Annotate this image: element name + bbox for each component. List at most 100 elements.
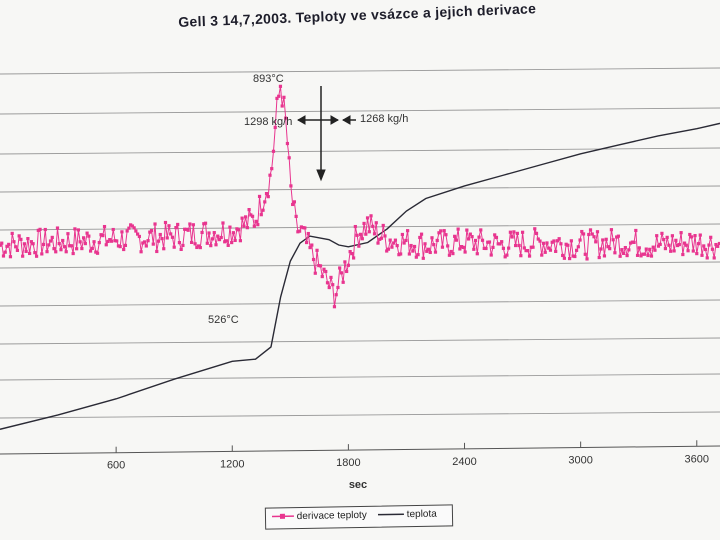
series-derivace-point xyxy=(503,255,507,259)
series-derivace-point xyxy=(277,94,281,98)
series-derivace-point xyxy=(327,285,331,290)
series-derivace-point xyxy=(167,224,171,228)
grid-line xyxy=(0,223,720,231)
series-derivace-point xyxy=(31,242,35,246)
series-derivace-point xyxy=(681,252,685,257)
series-derivace-point xyxy=(177,241,182,245)
series-derivace-point xyxy=(244,215,248,219)
series-derivace-point xyxy=(587,232,591,237)
grid-line xyxy=(0,185,720,193)
series-derivace-point xyxy=(352,256,356,260)
series-derivace-point xyxy=(691,249,695,253)
series-derivace-point xyxy=(228,225,232,229)
series-derivace-point xyxy=(226,243,230,247)
series-derivace-point xyxy=(458,247,462,251)
series-derivace-point xyxy=(266,195,270,199)
series-derivace-point xyxy=(522,246,526,250)
legend-derivace-swatch-icon xyxy=(271,511,294,521)
series-derivace-point xyxy=(573,254,577,259)
series-derivace-point xyxy=(237,228,241,232)
series-derivace-point xyxy=(428,250,432,255)
series-derivace-point xyxy=(43,227,47,232)
series-derivace-point xyxy=(71,251,75,256)
series-derivace-point xyxy=(386,247,391,251)
series-derivace-point xyxy=(261,208,265,212)
series-derivace-point xyxy=(374,221,378,225)
series-derivace-point xyxy=(41,242,46,247)
series-derivace-point xyxy=(82,236,86,240)
series-derivace-point xyxy=(116,244,121,248)
series-derivace-point xyxy=(411,249,415,253)
series-derivace-point xyxy=(641,252,645,256)
series-derivace-point xyxy=(473,238,478,243)
chart-legend: derivace teploty teplota xyxy=(264,504,454,530)
series-derivace-point xyxy=(466,237,471,241)
series-derivace-point xyxy=(87,234,91,238)
series-derivace-point xyxy=(95,251,100,255)
series-derivace-point xyxy=(392,241,396,245)
series-derivace-point xyxy=(15,248,20,252)
series-derivace-point xyxy=(29,240,33,244)
series-derivace-point xyxy=(519,254,523,258)
series-derivace-point xyxy=(545,241,549,245)
series-derivace-point xyxy=(696,242,701,246)
series-derivace-point xyxy=(298,229,302,233)
series-derivace-point xyxy=(19,237,23,241)
series-derivace-point xyxy=(12,240,16,244)
series-derivace-point xyxy=(543,250,547,254)
series-derivace-point xyxy=(141,241,145,245)
series-derivace-point xyxy=(191,223,195,227)
series-derivace-point xyxy=(632,240,636,244)
series-derivace-point xyxy=(149,228,154,233)
series-derivace-point xyxy=(498,242,502,246)
series-derivace-point xyxy=(52,247,56,251)
series-derivace-point xyxy=(508,230,512,234)
series-derivace-point xyxy=(55,226,60,230)
series-derivace-point xyxy=(54,250,58,254)
series-derivace-point xyxy=(176,222,180,227)
series-derivace-point xyxy=(238,239,242,243)
series-derivace-point xyxy=(85,231,89,235)
series-derivace-point xyxy=(115,239,119,243)
series-derivace-point xyxy=(468,232,472,236)
series-derivace-point xyxy=(646,253,650,258)
series-derivace-point xyxy=(292,200,296,204)
series-derivace-point xyxy=(669,249,673,253)
series-derivace-point xyxy=(76,228,80,232)
series-derivace-point xyxy=(88,249,93,253)
series-derivace-point xyxy=(615,235,619,239)
series-derivace-point xyxy=(507,246,511,250)
series-derivace-point xyxy=(155,249,159,254)
series-derivace-point xyxy=(400,232,404,237)
series-derivace-point xyxy=(372,232,377,236)
series-derivace-point xyxy=(527,254,532,258)
series-derivace-point xyxy=(414,255,418,259)
series-derivace-point xyxy=(435,238,439,243)
series-derivace-point xyxy=(592,235,596,239)
series-derivace-point xyxy=(501,246,506,250)
series-derivace-point xyxy=(207,231,211,235)
arrow-head-left-icon xyxy=(296,115,306,125)
series-derivace-point xyxy=(371,224,375,228)
annotation-start-temp: 526°C xyxy=(208,314,239,326)
series-derivace-point xyxy=(118,245,122,249)
series-derivace-point xyxy=(627,248,631,252)
series-derivace-teploty xyxy=(0,84,720,309)
series-derivace-point xyxy=(399,252,403,256)
series-derivace-point xyxy=(674,238,678,242)
series-derivace-point xyxy=(235,227,239,231)
series-derivace-point xyxy=(68,244,72,248)
series-derivace-point xyxy=(245,226,249,230)
series-derivace-point xyxy=(608,247,612,251)
x-tick-labels: 600 1200 1800 2400 3000 3600 xyxy=(107,440,709,472)
series-derivace-point xyxy=(430,236,434,240)
series-derivace-point xyxy=(212,231,216,235)
series-derivace-point xyxy=(0,243,2,247)
series-derivace-point xyxy=(383,234,387,238)
series-derivace-point xyxy=(214,243,218,247)
series-derivace-point xyxy=(308,245,312,250)
series-derivace-point xyxy=(113,239,117,243)
series-derivace-point xyxy=(559,242,563,246)
series-derivace-point xyxy=(301,226,305,230)
